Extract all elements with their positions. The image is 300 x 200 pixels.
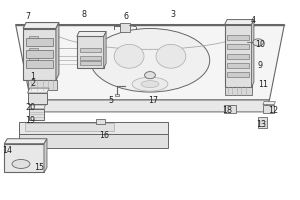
Text: 1: 1 xyxy=(30,72,35,81)
Text: 9: 9 xyxy=(257,61,262,70)
Text: 12: 12 xyxy=(268,106,278,115)
Ellipse shape xyxy=(156,44,186,68)
Bar xyxy=(26,50,53,58)
Polygon shape xyxy=(19,134,168,148)
Text: 20: 20 xyxy=(25,103,35,112)
Ellipse shape xyxy=(114,44,144,68)
Polygon shape xyxy=(23,23,59,28)
Bar xyxy=(227,35,249,40)
Text: 13: 13 xyxy=(256,120,266,129)
Ellipse shape xyxy=(132,77,168,91)
Bar xyxy=(258,117,267,128)
Circle shape xyxy=(253,39,263,46)
Bar xyxy=(120,23,130,32)
Polygon shape xyxy=(44,139,47,172)
Polygon shape xyxy=(104,31,106,68)
Text: 5: 5 xyxy=(108,96,113,105)
Polygon shape xyxy=(77,36,104,68)
Bar xyxy=(26,38,53,46)
Bar xyxy=(96,119,105,124)
Ellipse shape xyxy=(12,159,30,168)
Bar xyxy=(227,54,249,59)
Ellipse shape xyxy=(90,28,210,92)
Polygon shape xyxy=(225,20,254,25)
Polygon shape xyxy=(251,20,254,87)
Polygon shape xyxy=(28,88,49,93)
Polygon shape xyxy=(263,102,275,105)
Polygon shape xyxy=(25,123,114,131)
Bar xyxy=(227,63,249,68)
Text: 11: 11 xyxy=(258,80,268,89)
Text: 15: 15 xyxy=(34,163,44,172)
Bar xyxy=(29,109,44,120)
Text: 16: 16 xyxy=(100,131,110,140)
Text: 2: 2 xyxy=(30,79,35,88)
Bar xyxy=(263,105,274,113)
Text: 7: 7 xyxy=(26,12,31,21)
Text: 6: 6 xyxy=(123,12,128,21)
Text: 18: 18 xyxy=(223,106,232,115)
Bar xyxy=(80,48,101,52)
Polygon shape xyxy=(77,31,106,36)
Polygon shape xyxy=(225,25,251,87)
Bar xyxy=(80,56,101,60)
Polygon shape xyxy=(19,122,168,134)
Text: 3: 3 xyxy=(171,10,176,19)
Polygon shape xyxy=(16,25,284,100)
Bar xyxy=(28,93,47,104)
Bar xyxy=(80,61,101,65)
Text: 10: 10 xyxy=(255,40,265,49)
Polygon shape xyxy=(225,87,251,95)
Polygon shape xyxy=(29,105,46,109)
Text: 17: 17 xyxy=(148,96,158,105)
Bar xyxy=(115,94,119,96)
Bar xyxy=(29,58,38,60)
Bar xyxy=(29,36,38,38)
Bar xyxy=(26,60,53,68)
Polygon shape xyxy=(28,80,57,90)
Text: 19: 19 xyxy=(25,116,35,125)
Polygon shape xyxy=(31,100,269,112)
Bar xyxy=(227,44,249,49)
Bar xyxy=(224,105,236,113)
Ellipse shape xyxy=(141,81,159,88)
Polygon shape xyxy=(4,144,44,172)
Circle shape xyxy=(145,72,155,79)
Polygon shape xyxy=(56,23,59,80)
Polygon shape xyxy=(23,28,56,80)
Text: 4: 4 xyxy=(250,16,256,25)
Polygon shape xyxy=(4,139,47,144)
Bar xyxy=(227,72,249,77)
Bar xyxy=(29,48,38,50)
Text: 8: 8 xyxy=(81,10,86,19)
Text: 14: 14 xyxy=(2,146,12,155)
